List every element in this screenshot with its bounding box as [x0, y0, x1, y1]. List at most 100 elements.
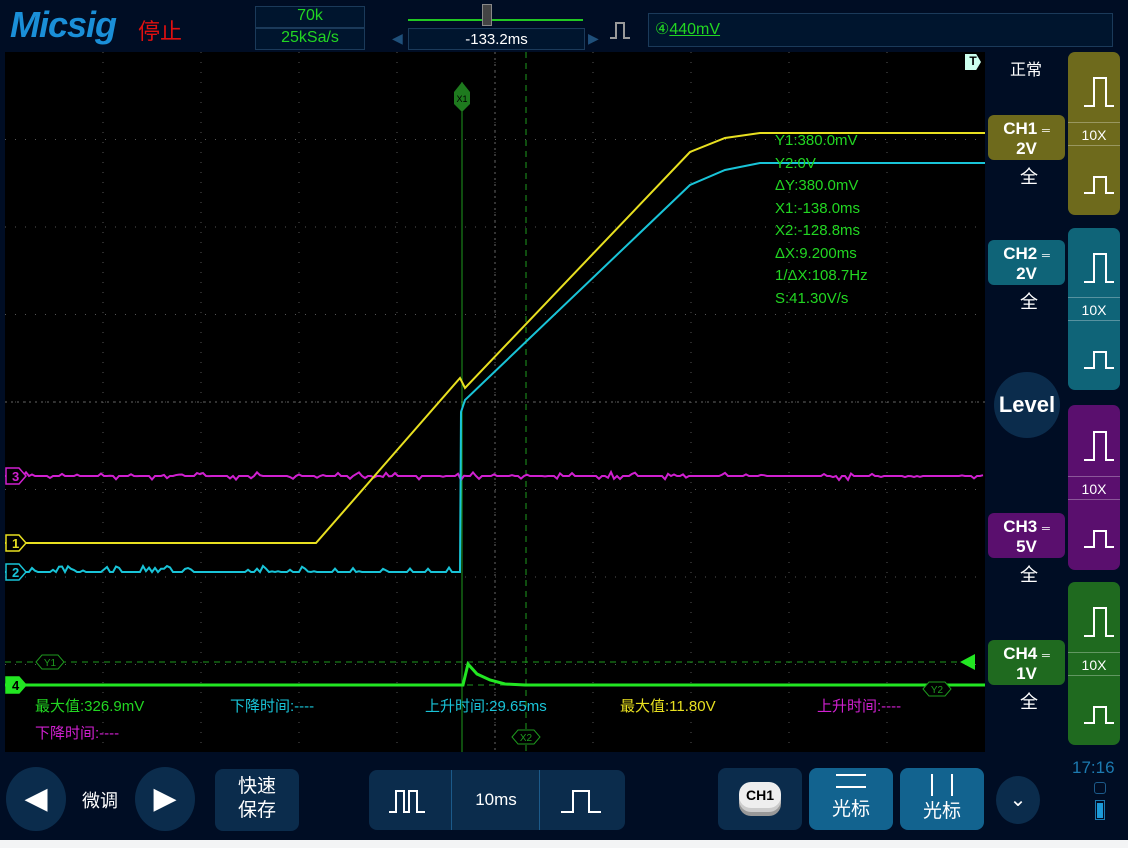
timebase-value[interactable]: 10ms — [453, 790, 539, 810]
readout-dy: ΔY:380.0mV — [775, 175, 868, 198]
readout-dx: ΔX:9.200ms — [775, 243, 868, 266]
measurement-ch4-max[interactable]: 最大值:326.9mV — [35, 695, 144, 716]
ch3-trace — [5, 472, 983, 480]
probe-ratio[interactable]: 10X — [1068, 122, 1120, 146]
fine-left-button[interactable]: ◀ — [6, 767, 66, 831]
cursor-readout: Y1:380.0mV Y2:0V ΔY:380.0mV X1:-138.0ms … — [775, 130, 868, 310]
scale-up-pulse-icon[interactable] — [1082, 430, 1116, 464]
horizontal-cursor-icon — [836, 774, 866, 788]
channel-3-scale-strip[interactable]: 10X — [1068, 405, 1120, 570]
channel-scale: 2V — [988, 140, 1065, 158]
level-label: Level — [994, 372, 1060, 438]
quick-save-button[interactable]: 快速 保存 — [215, 769, 299, 831]
readout-y2: Y2:0V — [775, 153, 868, 176]
channel-name: CH4 — [1003, 644, 1037, 663]
channel-name: CH3 — [1003, 517, 1037, 536]
channel-name: CH1 — [1003, 119, 1037, 138]
channel-select-label: CH1 — [739, 782, 781, 808]
probe-ratio[interactable]: 10X — [1068, 476, 1120, 500]
left-arrow-icon: ◀ — [6, 767, 66, 831]
channel-marker-label: 2 — [12, 565, 19, 580]
fine-right-button[interactable]: ▶ — [135, 767, 195, 831]
right-arrow-icon: ▶ — [135, 767, 195, 831]
channel-marker-label: 3 — [12, 469, 19, 484]
fine-adjust-label: 微调 — [82, 787, 118, 813]
dc-coupling-icon: ═ — [1042, 650, 1050, 662]
waveform-display[interactable]: 3 1 2 4 Y1 Y2 X2 X1 T Y1:380.0mV Y2:0V ΔY:380.0… — [5, 52, 985, 752]
trigger-level-marker — [960, 654, 975, 670]
channel-scale: 1V — [988, 665, 1065, 683]
channel-name: CH2 — [1003, 244, 1037, 263]
rising-edge-icon[interactable] — [608, 20, 632, 42]
trigger-position-bar[interactable] — [408, 19, 583, 21]
trigger-mode[interactable]: 正常 — [1010, 56, 1042, 80]
level-knob[interactable]: Level — [994, 372, 1060, 438]
y1-cursor-tag-label: Y1 — [44, 658, 57, 669]
channel-2-label[interactable]: CH2 ═ 2V — [988, 240, 1065, 285]
scale-down-pulse-icon[interactable] — [1082, 163, 1116, 202]
scale-down-pulse-icon[interactable] — [1082, 517, 1116, 556]
trigger-position-handle[interactable] — [482, 4, 492, 26]
measurement-ch2-fall[interactable]: 下降时间:---- — [230, 695, 314, 716]
channel-3-label[interactable]: CH3 ═ 5V — [988, 513, 1065, 558]
channel-1-scale-strip[interactable]: 10X — [1068, 52, 1120, 215]
memory-depth[interactable]: 70k — [255, 6, 365, 28]
channel-3-bandwidth[interactable]: 全 — [1020, 561, 1038, 587]
run-state[interactable]: 停止 — [138, 14, 182, 46]
vertical-cursor-label: 光标 — [900, 796, 984, 823]
more-chevron-down-icon[interactable]: ⌄ — [996, 776, 1040, 824]
measurement-ch1-max[interactable]: 最大值:11.80V — [620, 695, 716, 716]
vertical-cursor-icon — [931, 774, 953, 796]
sample-rate[interactable]: 25kSa/s — [255, 28, 365, 50]
channel-4-label[interactable]: CH4 ═ 1V — [988, 640, 1065, 685]
ch4-trace — [5, 664, 985, 685]
channel-marker-label: 4 — [12, 678, 20, 693]
readout-slope: S:41.30V/s — [775, 288, 868, 311]
trigger-position[interactable]: -133.2ms — [408, 28, 585, 50]
channel-2-scale-strip[interactable]: 10X — [1068, 228, 1120, 390]
channel-4-scale-strip[interactable]: 10X — [1068, 582, 1120, 745]
trigger-source: ④ — [655, 21, 669, 38]
horizontal-cursor-label: 光标 — [809, 794, 893, 821]
storage-icon — [1094, 782, 1106, 794]
y2-cursor-tag-label: Y2 — [931, 685, 944, 696]
measurement-ch3-rise[interactable]: 上升时间:---- — [817, 695, 901, 716]
channel-marker-label: 1 — [12, 536, 19, 551]
timebase-control: 10ms — [369, 770, 625, 830]
vertical-cursor-button[interactable]: 光标 — [900, 768, 984, 830]
probe-ratio[interactable]: 10X — [1068, 297, 1120, 321]
channel-1-label[interactable]: CH1 ═ 2V — [988, 115, 1065, 160]
x1-cursor-tag-label: X1 — [456, 94, 467, 104]
zoom-in-time-icon[interactable] — [559, 788, 605, 814]
scale-up-pulse-icon[interactable] — [1082, 606, 1116, 640]
right-arrow-icon[interactable]: ▶ — [588, 30, 599, 47]
scale-up-pulse-icon[interactable] — [1082, 252, 1116, 286]
scale-down-pulse-icon[interactable] — [1082, 338, 1116, 377]
scale-down-pulse-icon[interactable] — [1082, 693, 1116, 732]
scale-up-pulse-icon[interactable] — [1082, 76, 1116, 110]
horizontal-cursor-button[interactable]: 光标 — [809, 768, 893, 830]
probe-ratio[interactable]: 10X — [1068, 652, 1120, 676]
readout-x1: X1:-138.0ms — [775, 198, 868, 221]
dc-coupling-icon: ═ — [1042, 125, 1050, 137]
channel-select-button[interactable]: CH1 — [718, 768, 802, 830]
clock: 17:16 — [1072, 758, 1115, 778]
channel-scale: 2V — [988, 265, 1065, 283]
channel-1-bandwidth[interactable]: 全 — [1020, 163, 1038, 189]
left-arrow-icon[interactable]: ◀ — [392, 30, 403, 47]
brand-logo: Micsig — [10, 4, 116, 46]
readout-x2: X2:-128.8ms — [775, 220, 868, 243]
measurement-ch3-fall[interactable]: 下降时间:---- — [35, 722, 119, 743]
measurement-ch2-rise[interactable]: 上升时间:29.65ms — [425, 695, 547, 716]
trigger-level: 440mV — [669, 21, 720, 38]
dc-coupling-icon: ═ — [1042, 523, 1050, 535]
readout-freq: 1/ΔX:108.7Hz — [775, 265, 868, 288]
trigger-level-box[interactable]: ④440mV — [648, 13, 1113, 47]
channel-2-bandwidth[interactable]: 全 — [1020, 288, 1038, 314]
battery-icon — [1095, 800, 1105, 820]
zoom-out-time-icon[interactable] — [387, 788, 433, 814]
channel-4-bandwidth[interactable]: 全 — [1020, 688, 1038, 714]
readout-y1: Y1:380.0mV — [775, 130, 868, 153]
channel-scale: 5V — [988, 538, 1065, 556]
